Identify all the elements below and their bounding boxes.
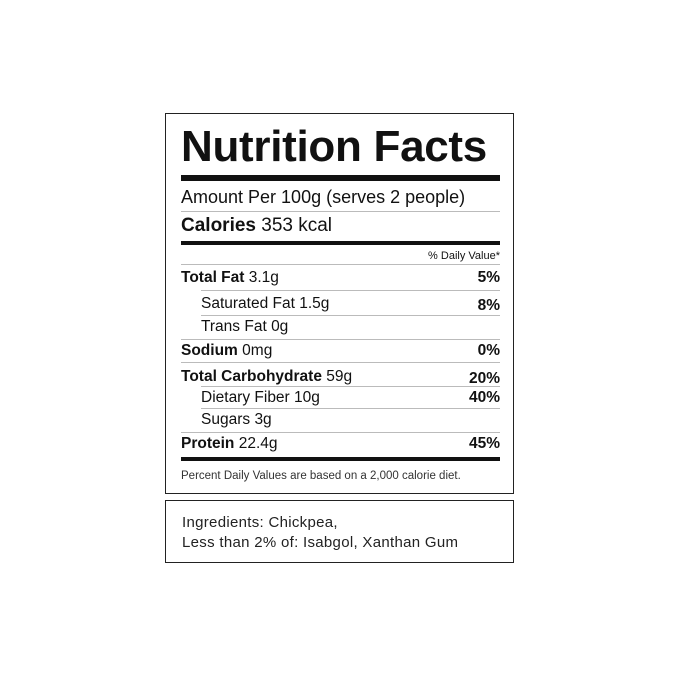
calories-value: 353 kcal	[261, 215, 333, 236]
nutrient-name: Total Fat	[181, 269, 245, 286]
nutrient-row-sugars: Sugars 3g	[181, 410, 500, 430]
divider	[181, 339, 500, 340]
divider	[201, 290, 500, 291]
nutrient-name: Sugars	[201, 411, 251, 428]
thick-divider	[181, 175, 500, 181]
label-title: Nutrition Facts	[181, 122, 487, 171]
daily-value-header: % Daily Value*	[428, 250, 500, 262]
footnote: Percent Daily Values are based on a 2,00…	[181, 470, 461, 482]
nutrient-row-dietary-fiber: Dietary Fiber 10g 40%	[181, 388, 500, 408]
ingredients-panel: Ingredients: Chickpea, Less than 2% of: …	[165, 500, 514, 563]
nutrient-dv: 20%	[468, 370, 500, 387]
nutrient-name: Dietary Fiber	[201, 389, 290, 406]
divider	[181, 264, 500, 265]
nutrient-row-sodium: Sodium 0mg 0%	[181, 341, 500, 361]
nutrient-amount: 3.1g	[248, 269, 279, 286]
nutrient-amount: 59g	[326, 368, 353, 385]
nutrient-name: Saturated Fat	[201, 295, 295, 312]
thick-divider	[181, 241, 500, 245]
nutrient-row-total-fat: Total Fat 3.1g 5%	[181, 268, 500, 288]
divider	[181, 362, 500, 363]
divider	[201, 315, 500, 316]
ingredients-line-2: Less than 2% of: Isabgol, Xanthan Gum	[182, 534, 459, 551]
calories-label: Calories	[181, 215, 256, 236]
divider	[181, 211, 500, 212]
divider	[181, 432, 500, 433]
nutrient-amount: 22.4g	[238, 435, 278, 452]
nutrient-amount: 0g	[271, 318, 289, 335]
nutrient-amount: 3g	[254, 411, 272, 428]
nutrient-dv: 5%	[477, 269, 500, 286]
nutrient-amount: 10g	[294, 389, 320, 406]
nutrient-row-protein: Protein 22.4g 45%	[181, 434, 500, 454]
nutrient-name: Total Carbohydrate	[181, 368, 322, 385]
nutrient-row-trans-fat: Trans Fat 0g	[181, 317, 500, 337]
nutrient-name: Trans Fat	[201, 318, 267, 335]
nutrient-amount: 0mg	[242, 342, 273, 359]
thick-divider	[181, 457, 500, 461]
nutrient-dv: 8%	[477, 297, 500, 314]
nutrient-row-total-carbohydrate: Total Carbohydrate 59g 20%	[181, 365, 500, 389]
calories-row: Calories 353 kcal	[181, 214, 500, 238]
divider	[201, 386, 500, 387]
divider	[201, 408, 500, 409]
nutrient-name: Protein	[181, 435, 235, 452]
nutrition-facts-panel: Nutrition Facts Amount Per 100g (serves …	[165, 113, 514, 494]
ingredients-text: Ingredients: Chickpea, Less than 2% of: …	[182, 513, 458, 553]
nutrient-dv: 40%	[468, 389, 500, 406]
ingredients-line-1: Ingredients: Chickpea,	[182, 514, 338, 531]
nutrient-dv: 45%	[468, 435, 500, 452]
nutrient-amount: 1.5g	[299, 295, 330, 312]
nutrient-dv: 0%	[477, 342, 500, 359]
nutrient-row-saturated-fat: Saturated Fat 1.5g 8%	[181, 292, 500, 316]
nutrient-name: Sodium	[181, 342, 238, 359]
serving-size: Amount Per 100g (serves 2 people)	[181, 187, 466, 207]
